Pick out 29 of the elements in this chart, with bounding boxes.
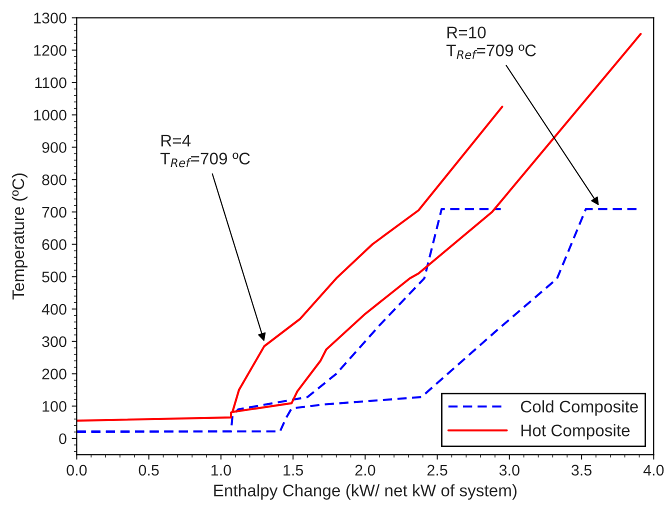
- y-tick-label: 1000: [34, 110, 66, 121]
- annotation: R=4 T$_{Ref}$=709 ºC: [160, 134, 250, 168]
- y-tick-label: 1300: [34, 12, 66, 24]
- y-tick-label: 400: [42, 304, 66, 315]
- x-tick-label: 2.5: [427, 464, 448, 476]
- y-tick-label: 500: [42, 272, 66, 282]
- y-tick-label: 0: [59, 433, 66, 444]
- x-tick-label: 0.0: [66, 464, 87, 476]
- y-tick-label: 800: [42, 174, 66, 186]
- annotation: R=10 T$_{Ref}$=709 ºC: [446, 26, 536, 60]
- legend-label: Cold Composite: [520, 400, 638, 416]
- y-tick-label: 1200: [34, 45, 66, 56]
- x-tick-label: 3.0: [499, 464, 520, 476]
- y-axis-title: Temperature (ºC): [12, 174, 28, 300]
- x-tick-label: 4.0: [643, 464, 664, 476]
- x-tick-label: 0.5: [138, 464, 159, 476]
- x-tick-label: 2.0: [355, 464, 376, 476]
- legend-label: Hot Composite: [521, 424, 630, 440]
- x-tick-label: 3.5: [572, 464, 592, 476]
- y-tick-label: 900: [42, 142, 66, 153]
- y-tick-label: 200: [42, 368, 66, 380]
- x-axis-title: Enthalpy Change (kW/ net kW of system): [214, 484, 517, 500]
- x-tick-label: 1.0: [211, 464, 231, 476]
- y-tick-label: 600: [42, 239, 66, 250]
- y-tick-label: 1100: [35, 77, 66, 88]
- y-tick-label: 100: [42, 400, 66, 412]
- y-tick-label: 300: [42, 336, 66, 348]
- y-tick-label: 700: [42, 206, 66, 218]
- x-tick-label: 1.5: [284, 464, 304, 476]
